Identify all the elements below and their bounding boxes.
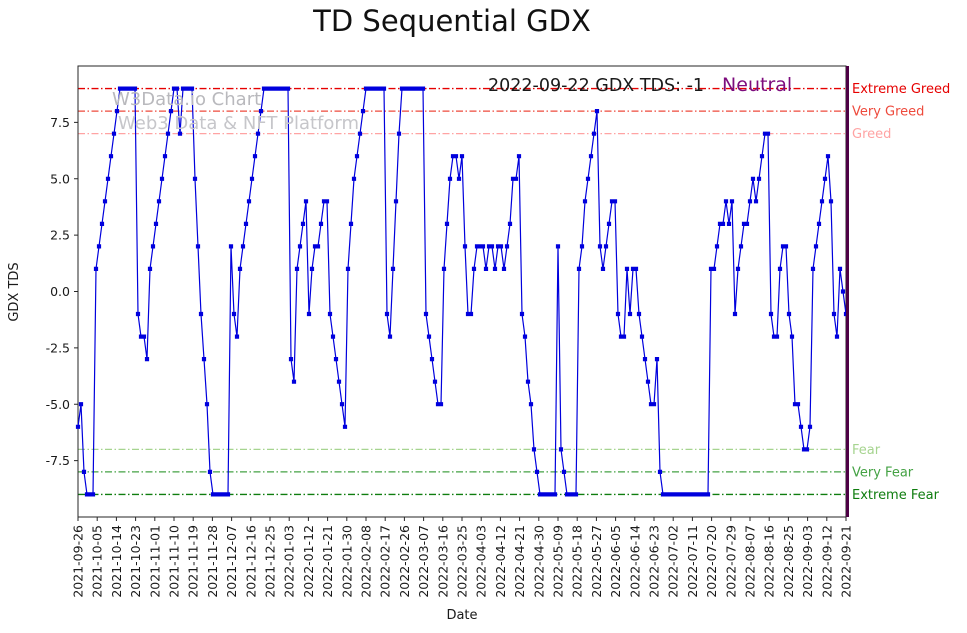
x-tick-label: 2022-09-12	[819, 525, 834, 598]
x-tick-label: 2022-07-02	[666, 525, 681, 598]
y-tick-label: -7.5	[46, 453, 70, 468]
x-tick-label: 2022-06-23	[647, 525, 662, 598]
x-tick-label: 2022-07-20	[704, 525, 719, 598]
ref-label-extreme-fear: Extreme Fear	[852, 488, 940, 503]
x-tick-label: 2021-09-26	[71, 525, 86, 598]
x-tick-label: 2021-12-07	[224, 525, 239, 598]
x-tick-label: 2022-04-12	[493, 525, 508, 598]
x-tick-label: 2022-07-11	[685, 525, 700, 598]
x-tick-label: 2022-04-30	[531, 525, 546, 598]
x-tick-label: 2022-05-09	[551, 525, 566, 598]
annotation-status: Neutral	[722, 74, 793, 96]
y-tick-label: -2.5	[46, 340, 70, 355]
x-tick-label: 2022-01-30	[339, 525, 354, 598]
ref-label-greed: Greed	[852, 127, 891, 142]
x-tick-label: 2022-08-16	[762, 525, 777, 598]
x-tick-label: 2021-11-28	[205, 525, 220, 598]
ref-label-fear: Fear	[852, 443, 881, 458]
x-tick-label: 2022-03-16	[435, 525, 450, 598]
x-tick-label: 2022-04-03	[474, 525, 489, 598]
x-tick-label: 2022-01-12	[301, 525, 316, 598]
x-tick-label: 2021-11-19	[186, 525, 201, 598]
x-tick-label: 2021-11-01	[147, 525, 162, 598]
x-tick-label: 2022-02-26	[397, 525, 412, 598]
x-tick-label: 2022-08-25	[781, 525, 796, 598]
y-tick-label: 7.5	[50, 115, 70, 130]
x-tick-label: 2022-04-21	[512, 525, 527, 598]
y-tick-label: -5.0	[46, 397, 70, 412]
series-markers	[75, 86, 849, 497]
x-tick-label: 2021-10-23	[128, 525, 143, 598]
series-line	[77, 87, 847, 495]
x-tick-label: 2022-02-08	[359, 525, 374, 598]
x-tick-label: 2021-12-25	[263, 525, 278, 598]
annotation: 2022-09-22 GDX TDS: -1 Neutral	[488, 74, 792, 96]
x-tick-label: 2022-01-21	[320, 525, 335, 598]
y-axis-label: GDX TDS	[7, 262, 22, 322]
x-axis-label: Date	[446, 608, 478, 623]
x-tick-label: 2022-06-05	[608, 525, 623, 598]
annotation-text: 2022-09-22 GDX TDS: -1	[488, 76, 705, 96]
x-tick-label: 2022-03-25	[455, 525, 470, 598]
x-tick-label: 2021-10-05	[90, 525, 105, 598]
x-tick-label: 2022-07-29	[723, 525, 738, 598]
x-tick-label: 2022-03-07	[416, 525, 431, 598]
ref-label-extreme-greed: Extreme Greed	[852, 82, 950, 97]
x-tick-label: 2022-05-18	[570, 525, 585, 598]
x-tick-label: 2021-12-16	[243, 525, 258, 598]
x-tick-label: 2022-02-17	[378, 525, 393, 598]
y-tick-label: 5.0	[50, 171, 70, 186]
x-tick-label: 2022-06-14	[627, 525, 642, 598]
ref-label-very-greed: Very Greed	[852, 105, 924, 120]
x-tick-label: 2021-10-14	[109, 525, 124, 598]
x-tick-label: 2022-01-03	[282, 525, 297, 598]
y-tick-label: 0.0	[50, 284, 70, 299]
y-tick-label: 2.5	[50, 228, 70, 243]
x-tick-label: 2022-05-27	[589, 525, 604, 598]
ref-label-very-fear: Very Fear	[852, 465, 914, 480]
x-tick-label: 2021-11-10	[167, 525, 182, 598]
x-tick-label: 2022-09-03	[800, 525, 815, 598]
chart-title: TD Sequential GDX	[313, 4, 591, 38]
x-tick-label: 2022-08-07	[743, 525, 758, 598]
x-tick-label: 2022-09-21	[839, 525, 854, 598]
